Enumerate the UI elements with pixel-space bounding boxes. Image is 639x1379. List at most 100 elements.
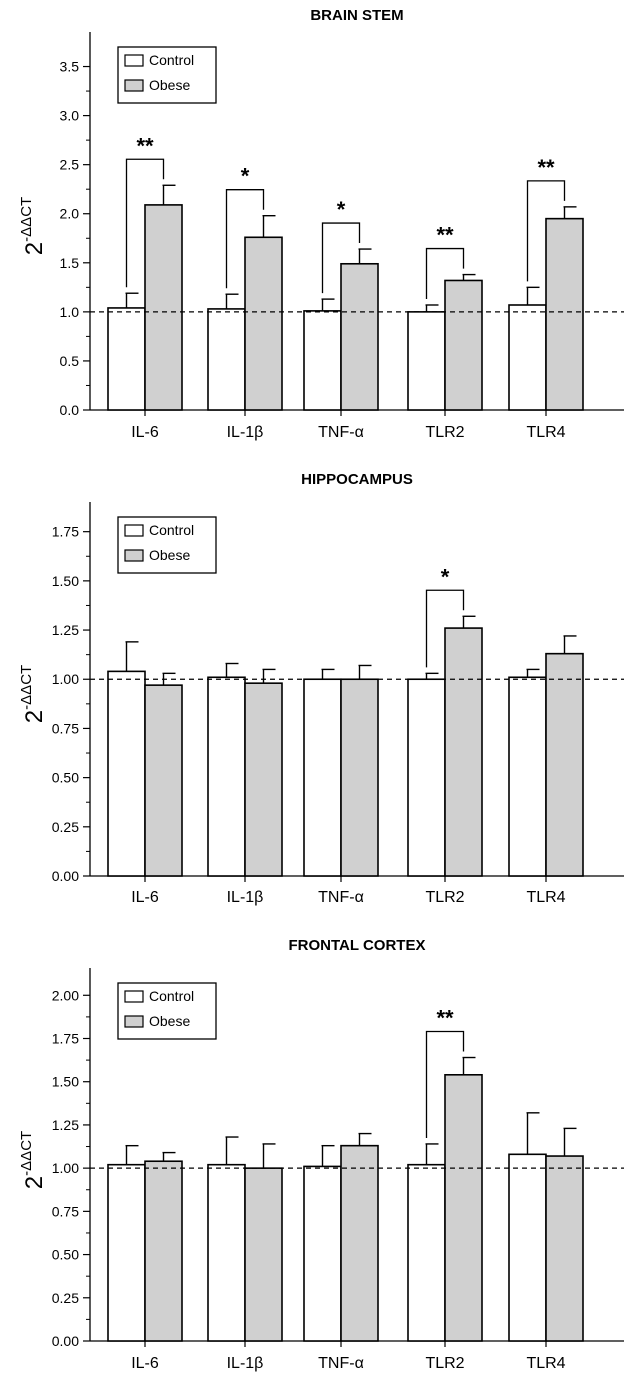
legend-swatch: [124, 54, 144, 67]
y-tick-label: 1.5: [60, 255, 80, 271]
legend-swatch: [124, 524, 144, 537]
y-tick-label: 0.00: [52, 868, 79, 884]
chart-panel: BRAIN STEM 2-ΔΔCT 0.0 0.5 1.0 1.5 2.0 2.5 3.0 3.5…: [18, 7, 624, 441]
significance-bracket: [425, 589, 465, 668]
legend-label: Obese: [149, 1013, 190, 1029]
significance-marker: **: [537, 155, 555, 180]
bar-obese: [144, 1160, 183, 1342]
x-tick-label: TLR4: [526, 889, 565, 906]
bar-obese: [144, 684, 183, 877]
bar-control: [207, 676, 246, 877]
y-axis-label-base: 2: [21, 242, 48, 255]
chart-title: FRONTAL CORTEX: [289, 937, 426, 954]
y-axis-label: 2-ΔΔCT: [18, 1131, 48, 1189]
x-tick-label: IL-1β: [227, 889, 264, 906]
bar-control: [303, 310, 342, 411]
y-tick-label: 1.50: [52, 1074, 79, 1090]
bar-control: [107, 307, 146, 411]
chart-title: BRAIN STEM: [310, 7, 403, 24]
bar-obese: [444, 279, 483, 411]
y-tick-label: 1.25: [52, 1117, 79, 1133]
legend-swatch: [124, 990, 144, 1003]
y-tick-label: 0.00: [52, 1333, 79, 1349]
legend-label: Control: [149, 988, 194, 1004]
y-tick-label: 1.0: [60, 304, 80, 320]
bar-control: [508, 1153, 547, 1342]
significance-bracket: [321, 222, 361, 294]
legend-swatch: [124, 1015, 144, 1028]
significance-bracket: [125, 158, 165, 288]
bar-obese: [144, 204, 183, 411]
y-axis-label-base: 2: [21, 1176, 48, 1189]
bar-control: [303, 678, 342, 877]
y-axis-label-base: 2: [21, 710, 48, 723]
x-tick-label: TLR2: [425, 424, 464, 441]
y-tick-label: 0.5: [60, 353, 80, 369]
y-tick-label: 2.5: [60, 157, 80, 173]
significance-bracket: [425, 1030, 465, 1138]
significance-marker: **: [436, 1006, 454, 1031]
legend-label: Control: [149, 52, 194, 68]
bar-obese: [340, 1144, 379, 1342]
bar-obese: [545, 652, 584, 877]
y-tick-label: 3.0: [60, 108, 80, 124]
x-tick-label: TNF-α: [318, 1355, 364, 1372]
significance-bracket: [526, 180, 566, 282]
significance-marker: *: [337, 197, 346, 222]
y-tick-label: 1.75: [52, 524, 79, 540]
x-tick-label: IL-6: [131, 889, 159, 906]
bar-obese: [340, 262, 379, 411]
significance-marker: **: [136, 133, 154, 158]
legend-swatch: [124, 549, 144, 562]
chart-panel: HIPPOCAMPUS 2-ΔΔCT 0.00 0.25 0.50 0.75 1.00 1.2…: [18, 471, 624, 906]
y-tick-label: 1.25: [52, 622, 79, 638]
bar-control: [303, 1165, 342, 1342]
bar-control: [407, 1163, 446, 1342]
x-tick-label: IL-6: [131, 1355, 159, 1372]
bar-control: [508, 304, 547, 411]
bar-obese: [444, 1074, 483, 1342]
significance-bracket: [225, 189, 265, 289]
chart-panel: FRONTAL CORTEX 2-ΔΔCT 0.00 0.25 0.50 0.75 1.00…: [18, 937, 624, 1372]
x-tick-label: IL-1β: [227, 424, 264, 441]
legend-swatch: [124, 79, 144, 92]
legend-label: Obese: [149, 77, 190, 93]
legend-label: Obese: [149, 547, 190, 563]
legend-label: Control: [149, 522, 194, 538]
x-tick-label: IL-1β: [227, 1355, 264, 1372]
x-tick-label: TLR4: [526, 424, 565, 441]
y-tick-label: 3.5: [60, 59, 80, 75]
y-tick-label: 0.75: [52, 720, 79, 736]
x-tick-label: TLR4: [526, 1355, 565, 1372]
y-tick-label: 2.00: [52, 987, 79, 1003]
y-tick-label: 0.75: [52, 1203, 79, 1219]
y-tick-label: 1.00: [52, 671, 79, 687]
significance-marker: *: [441, 564, 450, 589]
y-tick-label: 2.0: [60, 206, 80, 222]
bar-obese: [545, 1155, 584, 1342]
x-tick-label: TNF-α: [318, 889, 364, 906]
x-tick-label: TNF-α: [318, 424, 364, 441]
bar-control: [407, 311, 446, 411]
bar-control: [207, 308, 246, 411]
y-axis-label: 2-ΔΔCT: [18, 665, 48, 723]
x-tick-label: TLR2: [425, 889, 464, 906]
x-tick-label: IL-6: [131, 424, 159, 441]
y-tick-label: 1.00: [52, 1160, 79, 1176]
bar-obese: [340, 678, 379, 877]
bar-obese: [244, 1167, 283, 1342]
bar-control: [107, 1163, 146, 1342]
chart-title: HIPPOCAMPUS: [301, 471, 413, 488]
y-axis-label: 2-ΔΔCT: [18, 197, 48, 255]
y-tick-label: 0.0: [60, 402, 80, 418]
y-tick-label: 0.50: [52, 1247, 79, 1263]
bar-control: [107, 670, 146, 877]
bar-obese: [244, 682, 283, 877]
y-tick-label: 1.50: [52, 573, 79, 589]
y-tick-label: 0.25: [52, 819, 79, 835]
bar-obese: [545, 217, 584, 411]
y-axis-label-exponent: -ΔΔCT: [18, 197, 35, 242]
y-axis-label-exponent: -ΔΔCT: [18, 665, 35, 710]
bar-obese: [244, 236, 283, 411]
